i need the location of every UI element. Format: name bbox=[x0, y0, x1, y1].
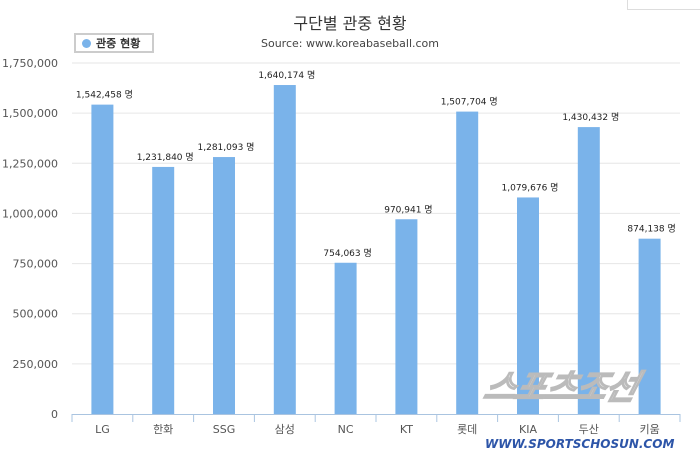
chart-subtitle: Source: www.koreabaseball.com bbox=[260, 37, 439, 50]
x-tick-label: SSG bbox=[213, 423, 236, 436]
bar-NC bbox=[334, 262, 357, 414]
x-tick-label: 두산 bbox=[579, 423, 599, 436]
x-tick-label: 삼성 bbox=[275, 423, 295, 436]
x-tick-label: KT bbox=[400, 423, 413, 436]
y-tick-label: 1,000,000 bbox=[2, 207, 58, 220]
bar-삼성 bbox=[273, 85, 296, 414]
x-tick-label: NC bbox=[338, 423, 354, 436]
x-tick-label: 한화 bbox=[153, 423, 173, 436]
y-tick-label: 750,000 bbox=[13, 258, 59, 271]
y-tick-label: 0 bbox=[51, 408, 58, 421]
data-label: 1,281,093 명 bbox=[198, 142, 255, 153]
x-tick-label: 롯데 bbox=[457, 423, 477, 436]
data-label: 970,941 명 bbox=[384, 204, 432, 215]
bar-KIA bbox=[517, 197, 539, 414]
data-label: 1,542,458 명 bbox=[76, 90, 133, 101]
bar-SSG bbox=[213, 157, 235, 414]
legend-dot-icon bbox=[82, 38, 91, 48]
data-label: 874,138 명 bbox=[627, 224, 675, 235]
bar-KT bbox=[395, 219, 418, 414]
x-tick-label: KIA bbox=[519, 423, 537, 436]
data-label: 1,231,840 명 bbox=[137, 152, 194, 163]
data-label: 1,507,704 명 bbox=[441, 97, 498, 108]
corner-frame bbox=[627, 0, 700, 10]
chart-title: 구단별 관중 현황 bbox=[293, 14, 407, 33]
y-tick-label: 1,750,000 bbox=[2, 57, 58, 70]
bar-한화 bbox=[152, 166, 175, 414]
x-tick-label: 키움 bbox=[639, 423, 659, 436]
bar-LG bbox=[91, 104, 114, 414]
y-tick-label: 250,000 bbox=[13, 358, 59, 371]
y-tick-label: 500,000 bbox=[13, 308, 59, 321]
bar-키움 bbox=[638, 238, 661, 414]
y-tick-label: 1,250,000 bbox=[2, 157, 58, 170]
legend[interactable]: 관중 현황 bbox=[74, 33, 154, 53]
data-label: 1,430,432 명 bbox=[562, 112, 619, 123]
data-label: 1,640,174 명 bbox=[258, 70, 315, 81]
legend-label: 관중 현황 bbox=[96, 37, 141, 50]
data-label: 754,063 명 bbox=[323, 248, 371, 259]
y-tick-label: 1,500,000 bbox=[2, 107, 58, 120]
data-label: 1,079,676 명 bbox=[502, 182, 559, 193]
bar-두산 bbox=[577, 127, 600, 415]
bar-롯데 bbox=[456, 111, 479, 414]
x-tick-label: LG bbox=[95, 423, 110, 436]
